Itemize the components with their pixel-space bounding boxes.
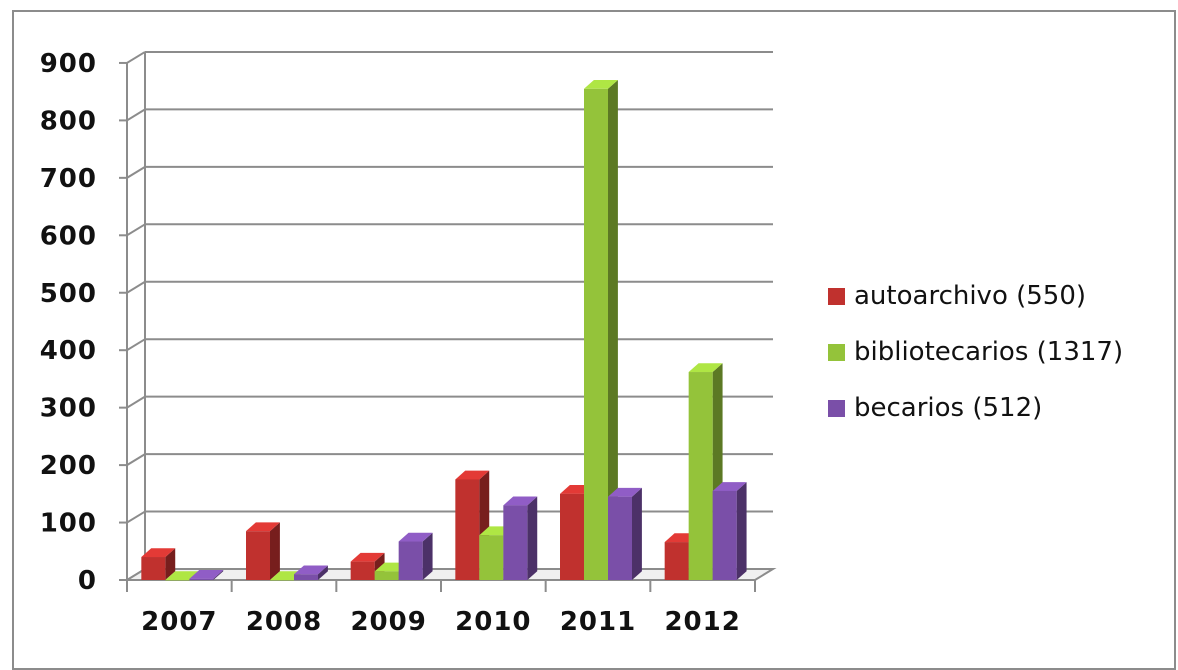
bar bbox=[294, 565, 328, 580]
legend-label: bibliotecarios (1317) bbox=[854, 337, 1124, 367]
gridline bbox=[126, 280, 773, 294]
x-tick-label: 2008 bbox=[246, 607, 322, 637]
x-tick-label: 2009 bbox=[350, 607, 426, 637]
y-tick-label: 300 bbox=[40, 394, 97, 424]
gridline bbox=[126, 453, 773, 466]
bars bbox=[141, 80, 747, 581]
legend-swatch bbox=[828, 343, 845, 361]
x-tick-label: 2011 bbox=[560, 607, 636, 637]
gridlines bbox=[126, 50, 773, 581]
bar bbox=[712, 482, 747, 580]
y-tick-labels: 0 100 200 300 400 500 600 700 800 900 bbox=[40, 49, 97, 596]
legend-item: autoarchivo (550) bbox=[828, 268, 1123, 324]
legend-label: becarios (512) bbox=[854, 393, 1043, 423]
legend-label: autoarchivo (550) bbox=[854, 281, 1087, 311]
x-tick-labels: 2007 2008 2009 2010 2011 2012 bbox=[141, 607, 740, 637]
legend: autoarchivo (550) bibliotecarios (1317) be… bbox=[828, 268, 1123, 436]
gridline bbox=[126, 165, 773, 179]
bar bbox=[608, 487, 642, 580]
gridline bbox=[126, 108, 773, 122]
y-tick-label: 800 bbox=[40, 106, 97, 136]
legend-swatch bbox=[828, 399, 845, 417]
bar bbox=[398, 532, 433, 580]
y-tick-label: 600 bbox=[40, 221, 97, 251]
x-tick-label: 2012 bbox=[664, 607, 740, 637]
bar bbox=[189, 570, 224, 580]
gridline bbox=[126, 338, 773, 352]
x-tick-label: 2010 bbox=[455, 607, 531, 637]
y-tick-label: 900 bbox=[40, 49, 97, 79]
bar bbox=[584, 80, 618, 581]
y-tick-label: 500 bbox=[40, 279, 97, 309]
y-tick-label: 200 bbox=[40, 451, 97, 481]
x-tick-label: 2007 bbox=[141, 607, 217, 637]
legend-item: bibliotecarios (1317) bbox=[828, 324, 1123, 380]
y-tick-label: 400 bbox=[40, 336, 97, 366]
gridline bbox=[126, 50, 773, 64]
bar bbox=[455, 470, 490, 580]
legend-swatch bbox=[828, 287, 845, 305]
gridline bbox=[126, 223, 773, 237]
y-tick-label: 700 bbox=[40, 164, 97, 194]
bar bbox=[503, 496, 538, 580]
gridline bbox=[126, 510, 773, 524]
legend-item: becarios (512) bbox=[828, 380, 1123, 436]
y-tick-label: 100 bbox=[40, 509, 97, 539]
y-tick-label: 0 bbox=[78, 566, 97, 596]
bar bbox=[141, 548, 176, 580]
bar bbox=[246, 522, 280, 580]
gridline bbox=[126, 395, 773, 409]
